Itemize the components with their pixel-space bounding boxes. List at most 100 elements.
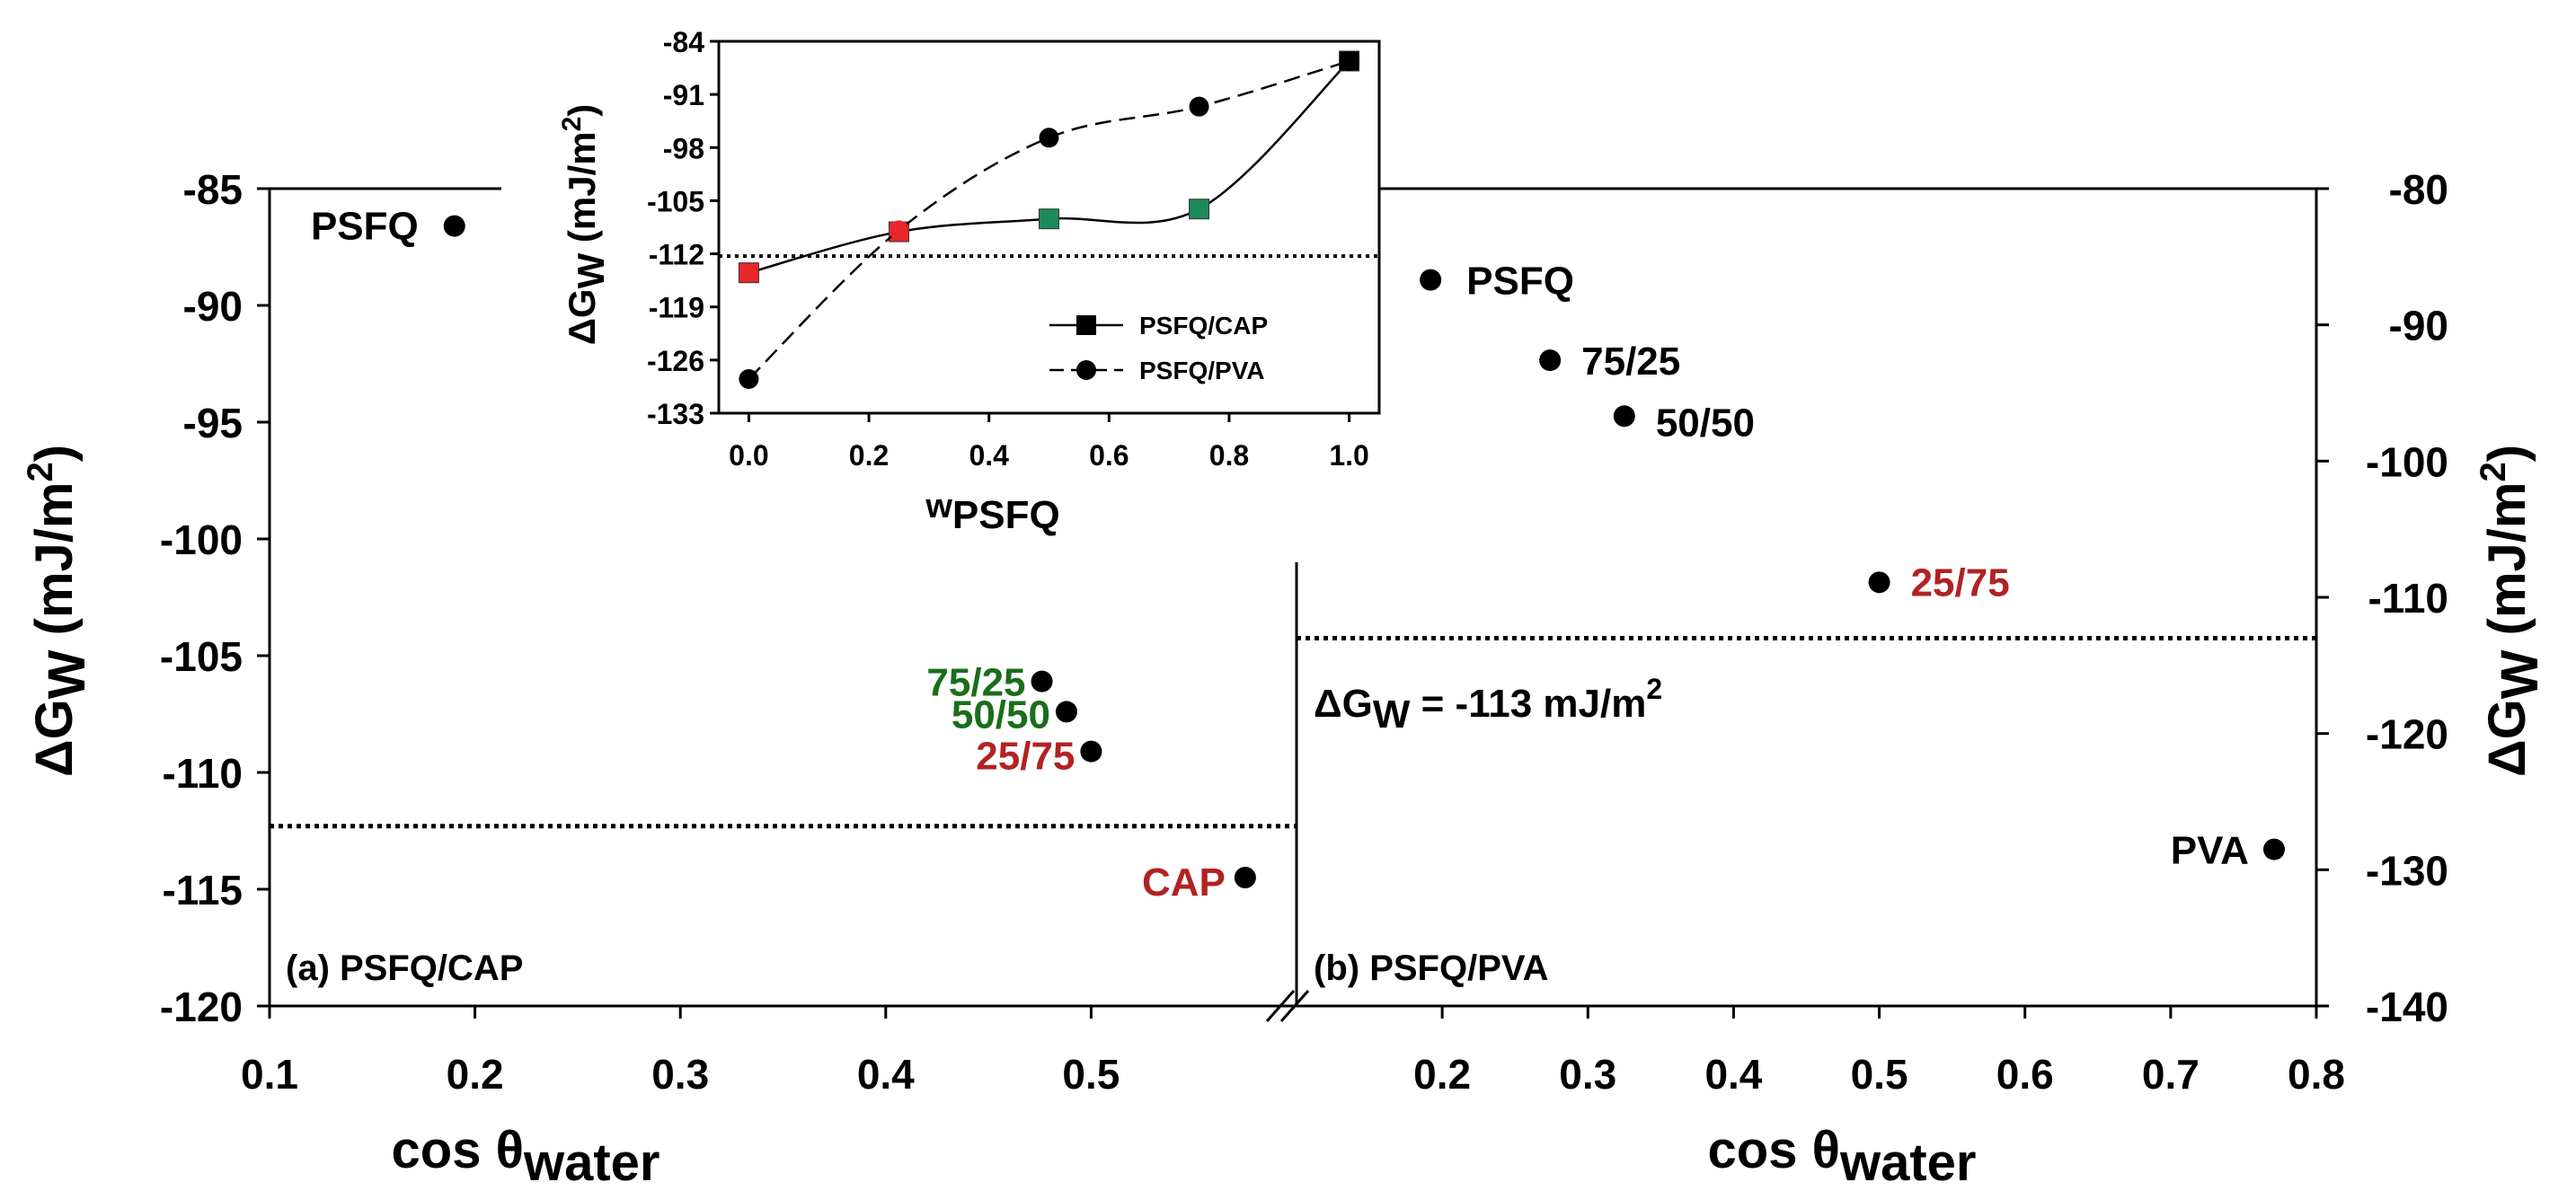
panel-b-y-tick-label: -90 [2389, 303, 2448, 349]
inset-y-label-close: ) [561, 104, 603, 117]
inset-x-tick-label: 0.4 [969, 439, 1009, 472]
panel-a-x-label-sub: water [523, 1134, 660, 1192]
panel-b-x-tick-label: 0.3 [1559, 1051, 1616, 1098]
inset-y-tick-label: -133 [647, 398, 704, 430]
panel-a-point-label: CAP [1142, 860, 1226, 904]
inset-x-label: wPSFQ [925, 488, 1059, 537]
panel-a-point-label: 75/25 [926, 661, 1025, 705]
panel-b-ref-rest: = -113 mJ/m [1410, 682, 1646, 726]
panel-a-x-tick-label: 0.5 [1062, 1051, 1120, 1098]
panel-a-y-label-units: (mJ/m [25, 482, 84, 650]
panel-b-point-label: PSFQ [1466, 260, 1574, 304]
panel-b-point [1539, 349, 1562, 372]
panel-b-point [1613, 405, 1635, 428]
inset-circle-marker [1039, 128, 1059, 148]
inset-circle-marker [739, 368, 759, 389]
panel-a-point-label: 50/50 [952, 693, 1050, 737]
panel-a-y-label: ΔGW (mJ/m2) [21, 445, 96, 777]
panel-b-reference-label: ΔGW = -113 mJ/m2 [1314, 673, 1662, 737]
panel-a-y-tick-label: -115 [162, 867, 243, 913]
panel-b-point-label: PVA [2171, 829, 2249, 873]
panel-b-point [1868, 571, 1890, 594]
inset-legend-label: PSFQ/CAP [1139, 312, 1268, 340]
panel-b-x-tick-label: 0.5 [1851, 1051, 1908, 1098]
panel-b-x-tick-label: 0.7 [2142, 1051, 2200, 1098]
panel-b-point-label: 25/75 [1911, 560, 2010, 604]
panel-b-point [2262, 838, 2285, 860]
panel-b-x-tick-label: 0.6 [1996, 1051, 2054, 1098]
panel-b-y-tick-label: -140 [2366, 984, 2448, 1030]
panel-b-ref-sub: W [1373, 693, 1411, 737]
axis-break-mark [1279, 990, 1310, 1022]
panel-a-y-tick-label: -90 [183, 283, 243, 330]
panel-b-x-label: cos θwater [1708, 1121, 1977, 1192]
panel-b-y-label-main: ΔG [2478, 699, 2536, 777]
panel-b-x-tick-label: 0.8 [2288, 1051, 2345, 1098]
panel-a-x-label-main: cos θ [392, 1121, 524, 1179]
panel-a-point [1055, 701, 1077, 723]
inset-circle-marker [1339, 50, 1359, 71]
inset-y-label-sub: W [570, 252, 612, 288]
panel-b-y-tick-label: -120 [2366, 711, 2448, 758]
panel-a-x-tick-label: 0.4 [857, 1051, 915, 1098]
panel-a-y-label-close: ) [25, 445, 84, 462]
panel-a-y-label-sub: W [38, 649, 96, 699]
panel-a-point [1031, 670, 1053, 693]
inset-y-tick-label: -84 [663, 26, 704, 58]
panel-a-y-label-sup: 2 [21, 462, 60, 481]
inset-square-marker [1189, 199, 1210, 220]
panel-a: -85 -90 -95 -100 -105 -110 -115 -120 0.1 0.2 0.3 0.… [21, 166, 1297, 1192]
inset-x-tick-label: 1.0 [1329, 439, 1368, 472]
inset-y-tick-label: -126 [647, 345, 704, 377]
panel-a-y-tick-label: -85 [183, 166, 243, 213]
panel-a-point [1234, 867, 1256, 888]
panel-a-point-label: PSFQ [311, 205, 419, 249]
panel-b-point-label: 75/25 [1581, 340, 1680, 384]
inset-circle-marker [889, 220, 909, 241]
panel-b-y-label-sub: W [2491, 649, 2549, 699]
panel-b-y-tick-label: -110 [2368, 575, 2448, 622]
panel-a-y-tick-label: -110 [162, 750, 243, 797]
panel-a-y-tick-label: -95 [183, 400, 243, 446]
inset-x-tick-label: 0.0 [729, 439, 768, 472]
panel-b-y-label-sup: 2 [2474, 462, 2513, 481]
inset-square-marker [738, 262, 759, 284]
panel-a-y-tick-label: -120 [160, 984, 243, 1030]
inset-legend-label: PSFQ/PVA [1139, 357, 1265, 384]
panel-b-y-label-close: ) [2478, 445, 2536, 462]
panel-a-x-tick-label: 0.1 [241, 1051, 298, 1098]
panel-b-point-label: 50/50 [1656, 401, 1755, 445]
panel-a-y-tick-label: -105 [160, 633, 243, 680]
panel-b-x-tick-label: 0.2 [1413, 1051, 1471, 1098]
panel-b-x-tick-label: 0.4 [1704, 1051, 1762, 1098]
inset-y-tick-label: -91 [663, 79, 704, 111]
panel-b-x-label-main: cos θ [1708, 1121, 1840, 1179]
inset-y-tick-label: -105 [647, 185, 704, 217]
panel-b-y-tick-label: -80 [2389, 166, 2448, 213]
inset-square-marker [1039, 208, 1059, 230]
inset-legend-square-marker [1076, 315, 1096, 335]
panel-b-ref-main: ΔG [1314, 682, 1373, 726]
inset-y-tick-label: -98 [663, 132, 704, 164]
inset-y-label: ΔGW (mJ/m2) [557, 104, 612, 346]
inset-circle-marker [1189, 96, 1209, 117]
inset-series-line-PSFQ/PVA [748, 59, 1350, 380]
inset-legend-circle-marker [1076, 360, 1096, 380]
panel-a-x-tick-label: 0.2 [447, 1051, 504, 1098]
inset-y-tick-label: -112 [649, 239, 704, 271]
inset-y-label-main: ΔG [561, 288, 603, 345]
panel-a-point [1080, 740, 1102, 763]
panel-b-label: (b) PSFQ/PVA [1314, 949, 1548, 988]
panel-b-ref-sup: 2 [1646, 673, 1662, 705]
panel-b-y-label-units: (mJ/m [2478, 482, 2536, 650]
panel-a-point [443, 215, 465, 237]
inset-x-tick-label: 0.6 [1089, 439, 1129, 472]
panel-b-point [1420, 269, 1442, 291]
inset-y-tick-label: -119 [649, 292, 704, 324]
inset: -84 -91 -98 -105 -112 -119 -126 -133 0.0 0.2 0.4 0.… [557, 26, 1381, 537]
inset-x-label-sub: PSFQ [952, 493, 1060, 537]
panel-a-label: (a) PSFQ/CAP [286, 949, 523, 988]
panel-b-y-label: ΔGW (mJ/m2) [2474, 445, 2549, 777]
panel-a-point-label: 25/75 [976, 735, 1075, 779]
